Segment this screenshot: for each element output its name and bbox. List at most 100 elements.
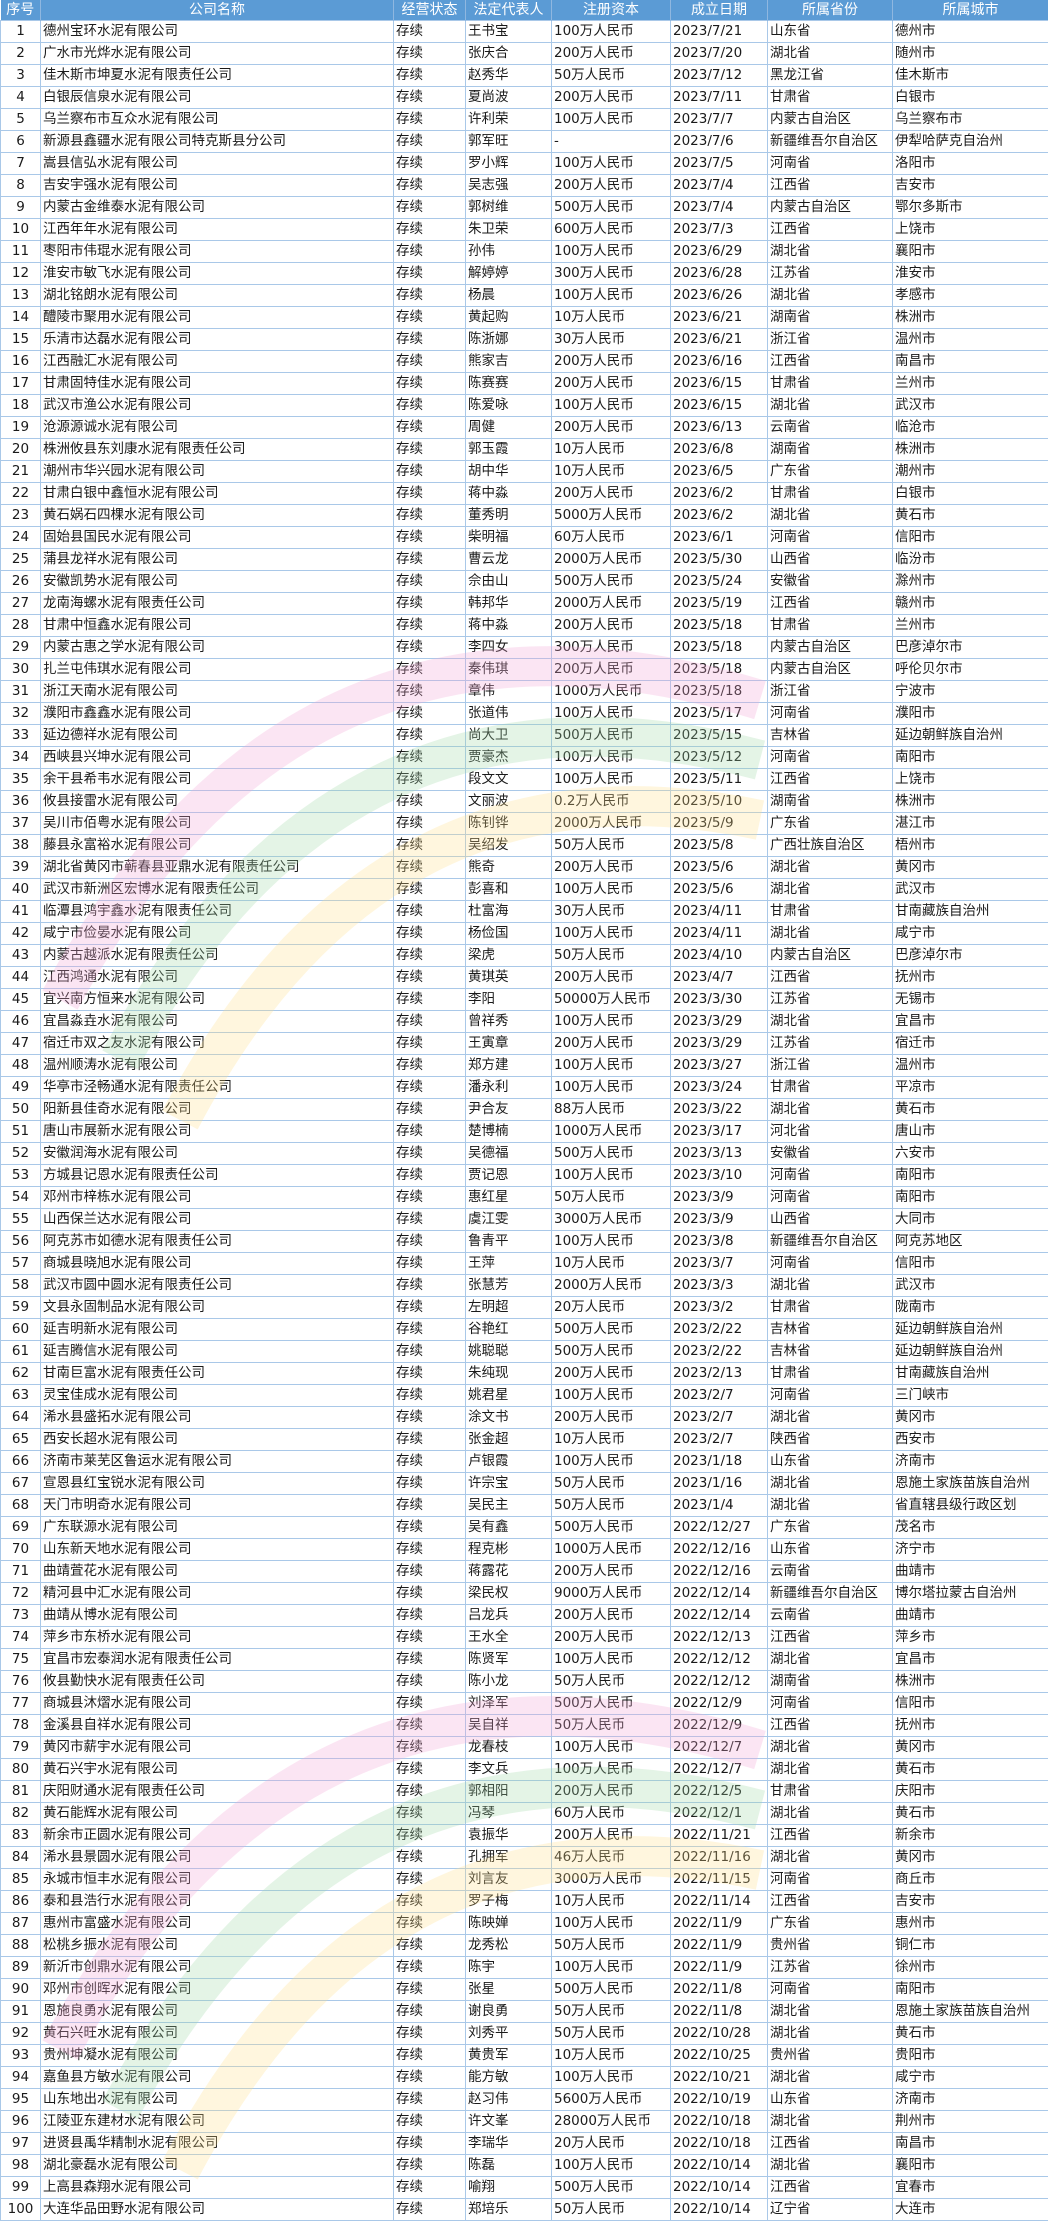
row-index: 70 [0,1538,41,1561]
table-row: 87 惠州市富盛水泥有限公司 存续 陈映婵 100万人民币 2022/11/9 广东省 惠州市 [0,1912,1048,1935]
row-index: 27 [0,592,41,615]
city: 黄石市 [892,2022,1048,2045]
city: 襄阳市 [892,2154,1048,2177]
operating-status: 存续 [393,152,466,175]
province: 河南省 [767,152,893,175]
province: 湖北省 [767,1802,893,1825]
table-row: 66 济南市莱芜区鲁运水泥有限公司 存续 卢银霞 100万人民币 2023/1/18 山东省… [0,1450,1048,1473]
operating-status: 存续 [393,1296,466,1319]
operating-status: 存续 [393,1142,466,1165]
operating-status: 存续 [393,460,466,483]
company-name: 恩施良勇水泥有限公司 [40,2000,394,2023]
registered-capital: 500万人民币 [551,2176,671,2199]
table-row: 9 内蒙古金维泰水泥有限公司 存续 郭树维 500万人民币 2023/7/4 内蒙古自治区鄂… [0,196,1048,219]
legal-representative: 李阳 [465,988,552,1011]
table-row: 38 藤县永富裕水泥有限公司 存续 吴绍发 50万人民币 2023/5/8 广西壮族自治区梧… [0,834,1048,857]
row-index: 39 [0,856,41,879]
operating-status: 存续 [393,922,466,945]
row-index: 74 [0,1626,41,1649]
established-date: 2023/6/2 [670,482,768,505]
legal-representative: 赵习伟 [465,2088,552,2111]
established-date: 2023/7/4 [670,174,768,197]
established-date: 2023/7/12 [670,64,768,87]
registered-capital: 100万人民币 [551,240,671,263]
registered-capital: 200万人民币 [551,482,671,505]
province: 湖北省 [767,504,893,527]
city: 博尔塔拉蒙古自治州 [892,1582,1048,1605]
table-row: 90 邓州市创晖水泥有限公司 存续 张星 500万人民币 2022/11/8 河南省 南阳市 [0,1978,1048,2001]
registered-capital: 100万人民币 [551,2066,671,2089]
company-name: 嘉鱼县方敏水泥有限公司 [40,2066,394,2089]
province: 湖北省 [767,1010,893,1033]
row-index: 94 [0,2066,41,2089]
registered-capital: 500万人民币 [551,1692,671,1715]
company-name: 江西融汇水泥有限公司 [40,350,394,373]
company-name: 松桃乡振水泥有限公司 [40,1934,394,1957]
company-name: 贵州坤凝水泥有限公司 [40,2044,394,2067]
row-index: 10 [0,218,41,241]
table-row: 35 余干县希韦水泥有限公司 存续 段文文 100万人民币 2023/5/11 江西省 上饶市 [0,768,1048,791]
province: 湖北省 [767,1472,893,1495]
company-name: 内蒙古越派水泥有限责任公司 [40,944,394,967]
company-name: 固始县国民水泥有限公司 [40,526,394,549]
city: 宜昌市 [892,1010,1048,1033]
company-name: 山东新天地水泥有限公司 [40,1538,394,1561]
registered-capital: 200万人民币 [551,42,671,65]
row-index: 61 [0,1340,41,1363]
city: 曲靖市 [892,1604,1048,1627]
city: 萍乡市 [892,1626,1048,1649]
table-row: 58 武汉市圆中圆水泥有限责任公司 存续 张慧芳 2000万人民币 2023/3/3 湖北省… [0,1274,1048,1297]
province: 山东省 [767,1538,893,1561]
registered-capital: 300万人民币 [551,636,671,659]
established-date: 2023/3/3 [670,1274,768,1297]
row-index: 20 [0,438,41,461]
operating-status: 存续 [393,680,466,703]
row-index: 6 [0,130,41,153]
row-index: 21 [0,460,41,483]
company-name: 德州宝环水泥有限公司 [40,20,394,43]
established-date: 2022/11/15 [670,1868,768,1891]
city: 宜春市 [892,2176,1048,2199]
city: 兰州市 [892,372,1048,395]
established-date: 2023/5/9 [670,812,768,835]
registered-capital: 200万人民币 [551,856,671,879]
city: 抚州市 [892,966,1048,989]
established-date: 2023/6/28 [670,262,768,285]
legal-representative: 袁振华 [465,1824,552,1847]
registered-capital: 100万人民币 [551,1164,671,1187]
operating-status: 存续 [393,988,466,1011]
city: 信阳市 [892,1692,1048,1715]
province: 辽宁省 [767,2198,893,2221]
province: 江苏省 [767,1956,893,1979]
registered-capital: 50万人民币 [551,834,671,857]
company-name: 濮阳市鑫鑫水泥有限公司 [40,702,394,725]
province: 甘肃省 [767,86,893,109]
table-row: 95 山东地出水泥有限公司 存续 赵习伟 5600万人民币 2022/10/19 山东省 济南… [0,2088,1048,2111]
row-index: 100 [0,2198,41,2221]
row-index: 31 [0,680,41,703]
registered-capital: 2000万人民币 [551,592,671,615]
registered-capital: 3000万人民币 [551,1868,671,1891]
operating-status: 存续 [393,570,466,593]
company-name: 黄石能辉水泥有限公司 [40,1802,394,1825]
legal-representative: 梁民权 [465,1582,552,1605]
city: 临沧市 [892,416,1048,439]
company-name: 宜兴南方恒来水泥有限公司 [40,988,394,1011]
company-name: 曲靖从博水泥有限公司 [40,1604,394,1627]
legal-representative: 蒋露花 [465,1560,552,1583]
registered-capital: 10万人民币 [551,306,671,329]
table-row: 29 内蒙古惠之学水泥有限公司 存续 李四女 300万人民币 2023/5/18 内蒙古自治… [0,636,1048,659]
operating-status: 存续 [393,1626,466,1649]
city: 咸宁市 [892,2066,1048,2089]
operating-status: 存续 [393,944,466,967]
registered-capital: 200万人民币 [551,1824,671,1847]
operating-status: 存续 [393,1120,466,1143]
row-index: 55 [0,1208,41,1231]
established-date: 2023/6/21 [670,306,768,329]
province: 江西省 [767,1890,893,1913]
legal-representative: 尚大卫 [465,724,552,747]
row-index: 66 [0,1450,41,1473]
operating-status: 存续 [393,1340,466,1363]
registered-capital: 200万人民币 [551,1406,671,1429]
province: 河南省 [767,1186,893,1209]
